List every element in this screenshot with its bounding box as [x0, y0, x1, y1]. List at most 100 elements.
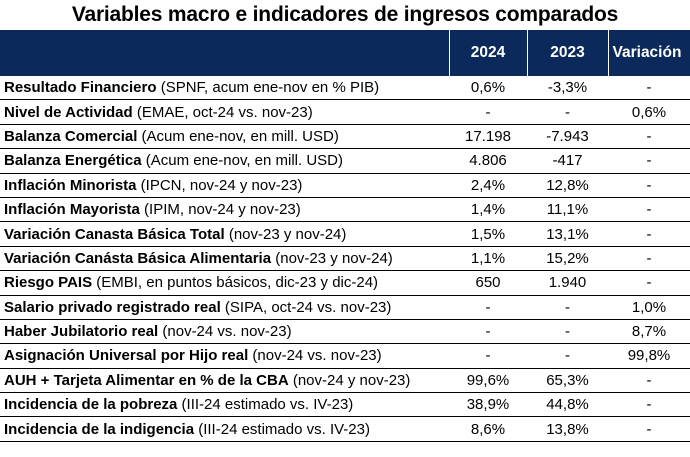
- row-label: Variación Canasta Básica Total (nov-23 y…: [0, 221, 449, 247]
- value-2024: 8,6%: [449, 416, 527, 442]
- value-variacion: 8,7%: [608, 319, 690, 345]
- value-2023: 65,3%: [527, 368, 608, 394]
- row-label-bold: Balanza Energética: [4, 152, 142, 170]
- table-row: Incidencia de la pobreza (III-24 estimad…: [0, 392, 690, 418]
- row-label-bold: Haber Jubilatorio real: [4, 323, 159, 341]
- row-label-bold: Incidencia de la pobreza: [4, 396, 178, 414]
- row-label-bold: Balanza Comercial: [4, 127, 138, 145]
- value-variacion: -: [608, 124, 690, 150]
- row-label-detail: (EMBI, en puntos básicos, dic-23 y dic-2…: [92, 274, 379, 292]
- header-label: [0, 30, 450, 76]
- row-label-detail: (III-24 estimado vs. IV-23): [194, 420, 370, 438]
- row-label: Riesgo PAIS (EMBI, en puntos básicos, di…: [0, 270, 449, 296]
- value-2023: 13,1%: [527, 221, 608, 247]
- table-row: Riesgo PAIS (EMBI, en puntos básicos, di…: [0, 270, 690, 296]
- row-label: Incidencia de la pobreza (III-24 estimad…: [0, 392, 449, 418]
- row-label: Balanza Comercial (Acum ene-nov, en mill…: [0, 124, 449, 150]
- page-title: Variables macro e indicadores de ingreso…: [71, 3, 619, 26]
- table-row: Haber Jubilatorio real (nov-24 vs. nov-2…: [0, 319, 690, 345]
- value-variacion: -: [608, 416, 690, 442]
- row-label-detail: (IPCN, nov-24 y nov-23): [136, 176, 303, 194]
- value-variacion: -: [608, 270, 690, 296]
- table-row: Salario privado registrado real (SIPA, o…: [0, 295, 690, 320]
- value-2024: 38,9%: [449, 392, 527, 418]
- row-label: Balanza Energética (Acum ene-nov, en mil…: [0, 148, 449, 174]
- row-label-bold: AUH + Tarjeta Alimentar en % de la CBA: [4, 371, 289, 389]
- row-label-detail: (nov-24 vs. nov-23): [158, 323, 292, 341]
- value-2023: 12,8%: [527, 173, 608, 198]
- row-label-bold: Inflación Minorista: [4, 176, 137, 194]
- value-variacion: 1,0%: [608, 295, 690, 320]
- row-label-bold: Nivel de Actividad: [4, 103, 133, 121]
- row-label: AUH + Tarjeta Alimentar en % de la CBA (…: [0, 368, 449, 394]
- value-variacion: 99,8%: [608, 343, 690, 369]
- row-label-detail: (III-24 estimado vs. IV-23): [177, 396, 354, 414]
- header-variacion: Variación: [608, 30, 690, 76]
- value-variacion: -: [608, 197, 690, 223]
- table-row: AUH + Tarjeta Alimentar en % de la CBA (…: [0, 368, 690, 394]
- table-row: Variación Canasta Básica Total (nov-23 y…: [0, 221, 690, 247]
- value-2023: 11,1%: [527, 197, 608, 223]
- value-2024: -: [449, 319, 527, 345]
- value-2023: 15,2%: [527, 246, 608, 272]
- table-row: Incidencia de la indigencia (III-24 esti…: [0, 416, 690, 442]
- row-label: Inflación Minorista (IPCN, nov-24 y nov-…: [0, 173, 449, 198]
- row-label-detail: (SIPA, oct-24 vs. nov-23): [220, 298, 392, 316]
- row-label-bold: Variación Canásta Básica Alimentaria: [4, 249, 272, 267]
- indicators-table: 2024 2023 Variación Resultado Financiero…: [0, 30, 690, 442]
- value-2023: 1.940: [527, 270, 608, 296]
- row-label: Resultado Financiero (SPNF, acum ene-nov…: [0, 76, 449, 101]
- row-label-bold: Riesgo PAIS: [4, 274, 93, 292]
- value-2023: 13,8%: [527, 416, 608, 442]
- row-label: Nivel de Actividad (EMAE, oct-24 vs. nov…: [0, 99, 449, 125]
- table-row: Variación Canásta Básica Alimentaria (no…: [0, 246, 690, 272]
- row-label-detail: (nov-24 y nov-23): [288, 371, 411, 389]
- row-label: Salario privado registrado real (SIPA, o…: [0, 295, 449, 320]
- value-2024: 4.806: [449, 148, 527, 174]
- row-label: Inflación Mayorista (IPIM, nov-24 y nov-…: [0, 197, 449, 223]
- table-row: Inflación Minorista (IPCN, nov-24 y nov-…: [0, 173, 690, 198]
- table-row: Nivel de Actividad (EMAE, oct-24 vs. nov…: [0, 99, 690, 125]
- value-2024: 650: [449, 270, 527, 296]
- header-2023: 2023: [527, 30, 609, 76]
- value-variacion: -: [608, 368, 690, 394]
- row-label-detail: (Acum ene-nov, en mill. USD): [141, 152, 344, 170]
- table-row: Balanza Comercial (Acum ene-nov, en mill…: [0, 124, 690, 150]
- header-2024: 2024: [449, 30, 528, 76]
- value-variacion: -: [608, 76, 690, 101]
- row-label: Variación Canásta Básica Alimentaria (no…: [0, 246, 449, 272]
- row-label: Asignación Universal por Hijo real (nov-…: [0, 343, 449, 369]
- value-2023: -: [527, 343, 608, 369]
- value-variacion: -: [608, 246, 690, 272]
- value-variacion: 0,6%: [608, 99, 690, 125]
- row-label-detail: (nov-24 vs. nov-23): [248, 347, 382, 365]
- table-row: Inflación Mayorista (IPIM, nov-24 y nov-…: [0, 197, 690, 223]
- value-2023: -3,3%: [527, 76, 608, 101]
- row-label-bold: Inflación Mayorista: [4, 201, 140, 219]
- row-label: Haber Jubilatorio real (nov-24 vs. nov-2…: [0, 319, 449, 345]
- row-label-detail: (nov-23 y nov-24): [224, 225, 347, 243]
- value-2024: 99,6%: [449, 368, 527, 394]
- value-2023: 44,8%: [527, 392, 608, 418]
- value-2023: -417: [527, 148, 608, 174]
- row-label: Incidencia de la indigencia (III-24 esti…: [0, 416, 449, 442]
- value-2024: 17.198: [449, 124, 527, 150]
- value-variacion: -: [608, 173, 690, 198]
- row-label-bold: Incidencia de la indigencia: [4, 420, 195, 438]
- value-2024: -: [449, 99, 527, 125]
- row-label-bold: Resultado Financiero: [4, 79, 157, 97]
- value-variacion: -: [608, 148, 690, 174]
- value-variacion: -: [608, 221, 690, 247]
- value-2024: 1,5%: [449, 221, 527, 247]
- row-label-detail: (IPIM, nov-24 y nov-23): [139, 201, 301, 219]
- value-2023: -: [527, 319, 608, 345]
- row-label-bold: Salario privado registrado real: [4, 298, 221, 316]
- value-2024: 0,6%: [449, 76, 527, 101]
- table-row: Balanza Energética (Acum ene-nov, en mil…: [0, 148, 690, 174]
- value-2023: -7.943: [527, 124, 608, 150]
- value-2024: -: [449, 295, 527, 320]
- row-label-bold: Asignación Universal por Hijo real: [4, 347, 249, 365]
- value-2024: 1,1%: [449, 246, 527, 272]
- row-label-detail: (nov-23 y nov-24): [271, 249, 393, 267]
- row-label-detail: (Acum ene-nov, en mill. USD): [137, 127, 339, 145]
